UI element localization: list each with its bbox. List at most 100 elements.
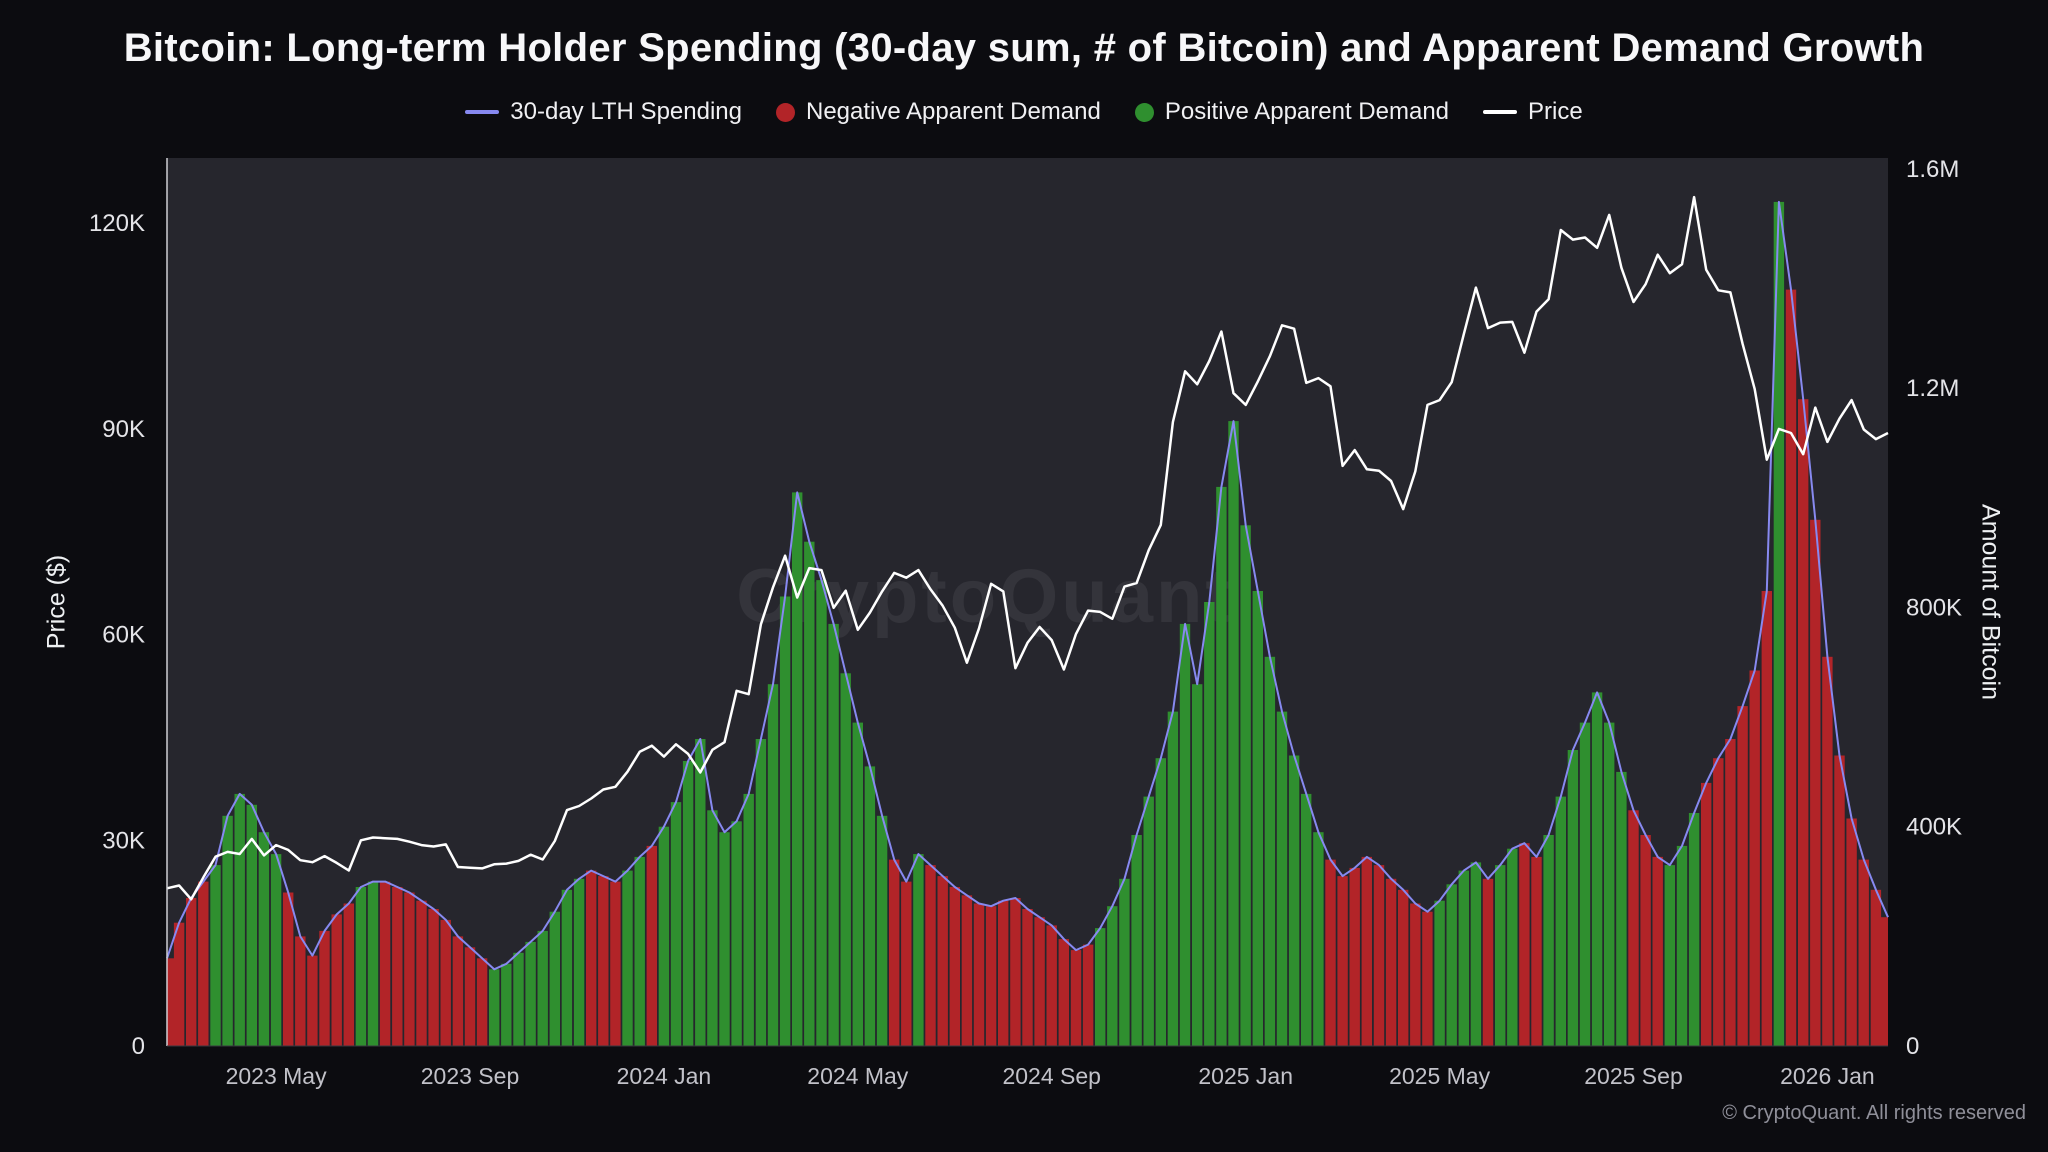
demand-bar: [331, 914, 342, 1046]
demand-bar: [743, 793, 754, 1046]
demand-bar: [1470, 862, 1482, 1046]
demand-bar: [1640, 835, 1651, 1046]
demand-bar: [622, 870, 633, 1046]
demand-bar: [695, 739, 706, 1046]
demand-bar: [1701, 782, 1712, 1046]
demand-bar: [476, 958, 488, 1046]
demand-bar: [1628, 810, 1639, 1046]
legend-item-label: Negative Apparent Demand: [805, 98, 1101, 125]
demand-bar: [1688, 813, 1700, 1046]
demand-bar: [998, 900, 1009, 1046]
demand-bar: [392, 887, 403, 1046]
price-line: [166, 195, 1889, 901]
demand-bar: [1252, 591, 1263, 1046]
legend-item-30-day-lth-spending[interactable]: 30-day LTH Spending: [465, 98, 742, 126]
demand-bar: [792, 492, 803, 1046]
demand-bar: [1325, 859, 1336, 1046]
demand-bar: [561, 889, 573, 1046]
legend-item-negative-apparent-demand[interactable]: Negative Apparent Demand: [775, 98, 1101, 126]
demand-bar: [1761, 591, 1772, 1046]
demand-bar: [1276, 711, 1288, 1046]
demand-bar: [719, 832, 730, 1046]
chart-legend: 30-day LTH Spending Negative Apparent Dem…: [0, 98, 2048, 126]
demand-bar: [646, 845, 657, 1046]
demand-bar: [1288, 755, 1300, 1046]
demand-bar: [1737, 706, 1748, 1046]
x-axis-tick: 2024 May: [807, 1063, 909, 1089]
demand-bar: [198, 881, 209, 1046]
demand-bar: [501, 963, 512, 1046]
x-axis-tick: 2026 Jan: [1780, 1063, 1875, 1089]
demand-bar: [222, 815, 233, 1046]
demand-bar: [1240, 525, 1251, 1046]
copyright-notice: © CryptoQuant. All rights reserved: [1722, 1102, 2026, 1124]
demand-bar: [779, 596, 791, 1046]
legend-dot-icon: [1134, 102, 1154, 122]
demand-bar: [1604, 722, 1615, 1046]
left-axis-tick: 0: [132, 1033, 145, 1060]
demand-bar: [1373, 865, 1385, 1046]
right-axis-tick: 400K: [1906, 814, 1962, 841]
demand-bar: [707, 810, 718, 1046]
demand-bar: [901, 881, 912, 1046]
demand-bar: [634, 856, 645, 1046]
demand-bar: [489, 969, 500, 1046]
demand-bar: [755, 739, 767, 1046]
demand-bar: [1167, 711, 1179, 1046]
demand-bar: [1228, 421, 1239, 1047]
demand-bar: [319, 930, 330, 1046]
demand-bar: [355, 887, 367, 1046]
demand-bar: [1337, 876, 1348, 1046]
demand-bar: [1798, 399, 1809, 1046]
demand-bar: [1410, 903, 1421, 1046]
demand-bar: [234, 793, 245, 1046]
demand-bar: [1301, 793, 1312, 1046]
demand-bar: [1107, 906, 1118, 1046]
demand-bar: [682, 761, 694, 1046]
demand-bar: [210, 865, 221, 1046]
demand-bar: [464, 947, 476, 1046]
legend-item-label: Positive Apparent Demand: [1164, 98, 1450, 125]
demand-bar: [173, 922, 185, 1046]
right-axis-tick: 0: [1906, 1033, 1919, 1060]
demand-bar: [1822, 656, 1833, 1046]
demand-bar: [1482, 878, 1494, 1046]
demand-bar: [440, 919, 451, 1046]
demand-bar: [404, 892, 415, 1046]
demand-bar: [549, 911, 560, 1046]
demand-bar: [1676, 845, 1688, 1046]
demand-bar: [513, 952, 524, 1046]
lth-spending-line: [166, 200, 1889, 971]
demand-bar: [876, 815, 888, 1046]
legend-item-positive-apparent-demand[interactable]: Positive Apparent Demand: [1134, 98, 1450, 126]
demand-bar: [1458, 870, 1469, 1046]
demand-bar: [258, 832, 270, 1046]
demand-bar: [1591, 692, 1603, 1046]
demand-bar: [1543, 835, 1554, 1046]
demand-bar: [586, 870, 597, 1046]
demand-bar: [913, 854, 924, 1046]
demand-bar: [804, 541, 815, 1046]
demand-bar: [428, 909, 439, 1046]
demand-bar: [1531, 856, 1542, 1046]
legend-item-price[interactable]: Price: [1483, 98, 1583, 126]
demand-bar: [1010, 898, 1021, 1046]
x-axis-tick: 2024 Jan: [617, 1063, 712, 1089]
legend-item-label: Price: [1528, 98, 1583, 125]
demand-bar: [246, 804, 257, 1046]
legend-dot-icon: [775, 102, 795, 122]
demand-bar: [1349, 867, 1360, 1046]
demand-bar: [1022, 909, 1033, 1046]
x-axis-tick: 2023 Sep: [421, 1063, 519, 1089]
demand-bar: [949, 887, 960, 1046]
demand-bar: [1216, 486, 1227, 1046]
demand-bar: [295, 936, 306, 1046]
demand-bar: [1119, 878, 1130, 1046]
demand-bar: [1046, 925, 1057, 1046]
demand-bar: [1179, 623, 1191, 1046]
right-axis-tick: 1.6M: [1906, 156, 1959, 183]
demand-bar: [1725, 739, 1736, 1046]
demand-bar: [889, 859, 900, 1046]
